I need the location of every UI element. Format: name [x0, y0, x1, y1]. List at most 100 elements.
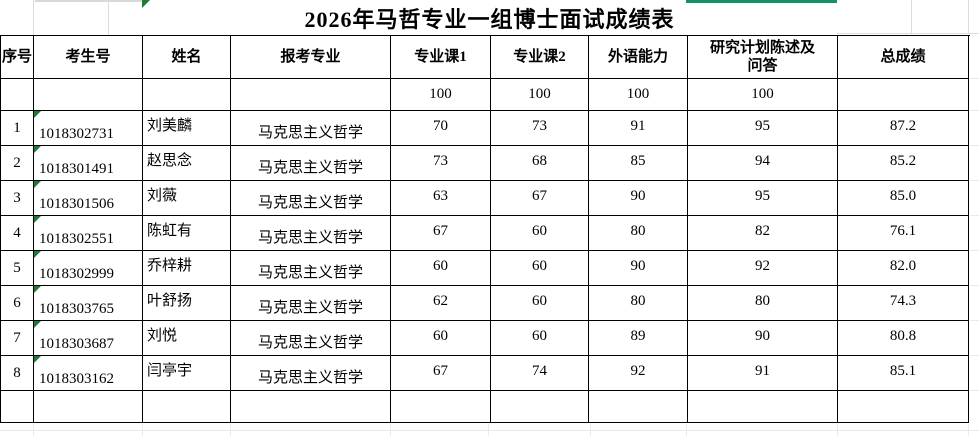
cell-language-score[interactable]: 90 [589, 181, 688, 216]
cell-name[interactable]: 叶舒扬 [143, 286, 231, 321]
column-header-course2[interactable]: 专业课2 [491, 36, 589, 79]
cell-total-score[interactable]: 76.1 [838, 216, 969, 251]
cell-exam-id[interactable]: 1018303162 [34, 356, 143, 391]
cell-exam-id[interactable]: 1018303687 [34, 321, 143, 356]
cell-index[interactable]: 7 [1, 321, 34, 356]
cell-research-score[interactable]: 80 [688, 286, 838, 321]
cell-index[interactable]: 1 [1, 111, 34, 146]
cell-exam-id[interactable]: 1018302731 [34, 111, 143, 146]
cell-name[interactable]: 乔梓耕 [143, 251, 231, 286]
max-score-research[interactable]: 100 [688, 79, 838, 111]
title-cell[interactable]: 2026年马哲专业一组博士面试成绩表 [142, 0, 837, 35]
max-score-cell-empty[interactable] [838, 79, 969, 111]
cell-major[interactable]: 马克思主义哲学 [231, 251, 391, 286]
empty-cell[interactable] [491, 391, 589, 423]
cell-major[interactable]: 马克思主义哲学 [231, 111, 391, 146]
empty-cell[interactable] [34, 391, 143, 423]
column-header-major[interactable]: 报考专业 [231, 36, 391, 79]
column-header-index[interactable]: 序号 [1, 36, 34, 79]
empty-cell[interactable] [589, 391, 688, 423]
cell-course1-score[interactable]: 60 [391, 251, 491, 286]
cell-course1-score[interactable]: 60 [391, 321, 491, 356]
cell-index[interactable]: 4 [1, 216, 34, 251]
max-score-course2[interactable]: 100 [491, 79, 589, 111]
cell-major[interactable]: 马克思主义哲学 [231, 181, 391, 216]
empty-cell[interactable] [688, 391, 838, 423]
cell-index[interactable]: 6 [1, 286, 34, 321]
cell-course2-score[interactable]: 60 [491, 321, 589, 356]
cell-research-score[interactable]: 90 [688, 321, 838, 356]
cell-exam-id[interactable]: 1018302999 [34, 251, 143, 286]
cell-exam-id[interactable]: 1018302551 [34, 216, 143, 251]
cell-course2-score[interactable]: 68 [491, 146, 589, 181]
cell-language-score[interactable]: 91 [589, 111, 688, 146]
cell-total-score[interactable]: 82.0 [838, 251, 969, 286]
cell-language-score[interactable]: 80 [589, 286, 688, 321]
cell-course2-score[interactable]: 60 [491, 216, 589, 251]
cell-course2-score[interactable]: 60 [491, 251, 589, 286]
cell-index[interactable]: 8 [1, 356, 34, 391]
column-header-total[interactable]: 总成绩 [838, 36, 969, 79]
cell-name[interactable]: 刘美麟 [143, 111, 231, 146]
cell-exam-id[interactable]: 1018301491 [34, 146, 143, 181]
cell-course2-score[interactable]: 74 [491, 356, 589, 391]
cell-name[interactable]: 陈虹有 [143, 216, 231, 251]
cell-name[interactable]: 闫亭宇 [143, 356, 231, 391]
column-header-course1[interactable]: 专业课1 [391, 36, 491, 79]
cell-language-score[interactable]: 80 [589, 216, 688, 251]
max-score-cell-empty[interactable] [143, 79, 231, 111]
cell-index[interactable]: 3 [1, 181, 34, 216]
cell-major[interactable]: 马克思主义哲学 [231, 216, 391, 251]
cell-major[interactable]: 马克思主义哲学 [231, 321, 391, 356]
cell-major[interactable]: 马克思主义哲学 [231, 356, 391, 391]
column-header-language[interactable]: 外语能力 [589, 36, 688, 79]
cell-name[interactable]: 刘薇 [143, 181, 231, 216]
cell-research-score[interactable]: 95 [688, 111, 838, 146]
cell-language-score[interactable]: 85 [589, 146, 688, 181]
column-header-research-plan[interactable]: 研究计划陈述及问答 [688, 36, 838, 79]
cell-course1-score[interactable]: 67 [391, 356, 491, 391]
max-score-cell-empty[interactable] [1, 79, 34, 111]
cell-language-score[interactable]: 89 [589, 321, 688, 356]
cell-total-score[interactable]: 85.1 [838, 356, 969, 391]
max-score-cell-empty[interactable] [231, 79, 391, 111]
max-score-language[interactable]: 100 [589, 79, 688, 111]
cell-major[interactable]: 马克思主义哲学 [231, 146, 391, 181]
cell-name[interactable]: 刘悦 [143, 321, 231, 356]
cell-exam-id[interactable]: 1018303765 [34, 286, 143, 321]
empty-cell[interactable] [838, 391, 969, 423]
cell-total-score[interactable]: 87.2 [838, 111, 969, 146]
max-score-course1[interactable]: 100 [391, 79, 491, 111]
cell-total-score[interactable]: 80.8 [838, 321, 969, 356]
cell-course2-score[interactable]: 60 [491, 286, 589, 321]
column-header-name[interactable]: 姓名 [143, 36, 231, 79]
cell-total-score[interactable]: 85.2 [838, 146, 969, 181]
cell-research-score[interactable]: 92 [688, 251, 838, 286]
cell-index[interactable]: 2 [1, 146, 34, 181]
cell-major[interactable]: 马克思主义哲学 [231, 286, 391, 321]
cell-total-score[interactable]: 85.0 [838, 181, 969, 216]
empty-cell[interactable] [143, 391, 231, 423]
cell-total-score[interactable]: 74.3 [838, 286, 969, 321]
cell-research-score[interactable]: 95 [688, 181, 838, 216]
cell-course1-score[interactable]: 62 [391, 286, 491, 321]
cell-course2-score[interactable]: 67 [491, 181, 589, 216]
cell-name[interactable]: 赵思念 [143, 146, 231, 181]
cell-exam-id[interactable]: 1018301506 [34, 181, 143, 216]
cell-course1-score[interactable]: 67 [391, 216, 491, 251]
cell-course1-score[interactable]: 70 [391, 111, 491, 146]
max-score-cell-empty[interactable] [34, 79, 143, 111]
cell-course2-score[interactable]: 73 [491, 111, 589, 146]
empty-cell[interactable] [391, 391, 491, 423]
cell-research-score[interactable]: 94 [688, 146, 838, 181]
cell-language-score[interactable]: 90 [589, 251, 688, 286]
cell-index[interactable]: 5 [1, 251, 34, 286]
cell-research-score[interactable]: 91 [688, 356, 838, 391]
cell-research-score[interactable]: 82 [688, 216, 838, 251]
cell-language-score[interactable]: 92 [589, 356, 688, 391]
empty-cell[interactable] [1, 391, 34, 423]
empty-cell[interactable] [231, 391, 391, 423]
column-header-exam-id[interactable]: 考生号 [34, 36, 143, 79]
cell-course1-score[interactable]: 63 [391, 181, 491, 216]
cell-course1-score[interactable]: 73 [391, 146, 491, 181]
